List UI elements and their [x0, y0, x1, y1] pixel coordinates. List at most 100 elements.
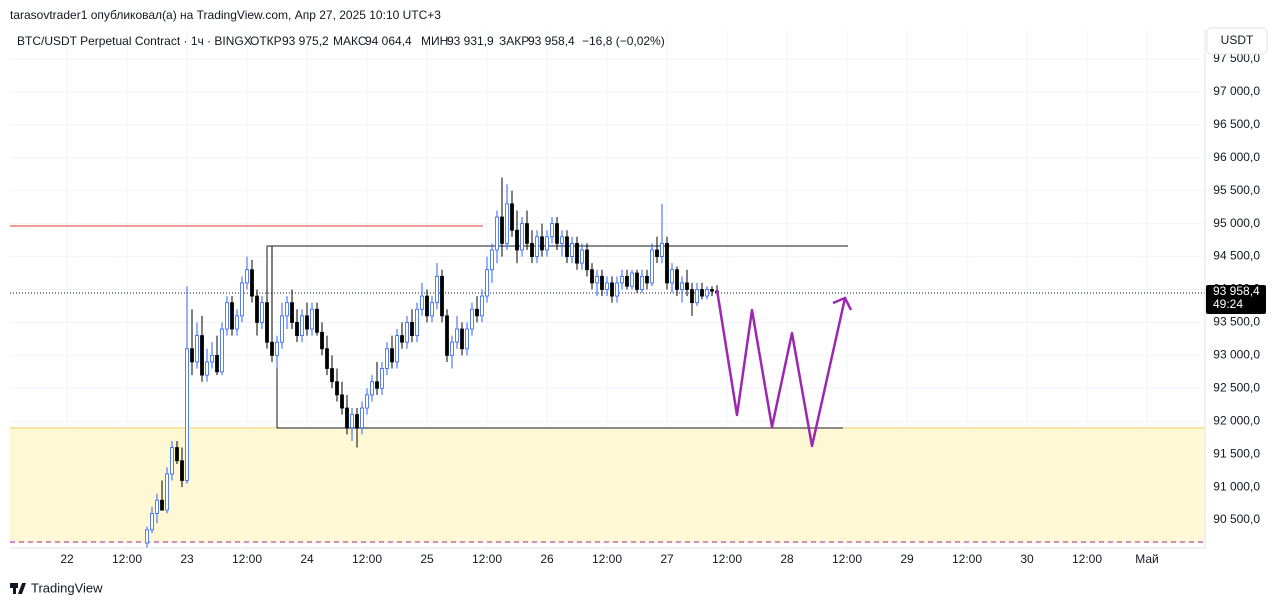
candle-body: [600, 275, 604, 290]
candle-body: [395, 335, 399, 363]
last-price-box: [1206, 285, 1266, 314]
candle-body: [675, 269, 679, 290]
candle-body: [325, 348, 329, 369]
candle-body: [470, 308, 474, 330]
low-value: 93 931,9: [447, 34, 494, 48]
candle-body: [290, 302, 294, 323]
y-tick-label: 92 500,0: [1213, 380, 1260, 394]
candle-body: [260, 302, 264, 323]
change: −16,8 (−0,02%): [582, 34, 665, 48]
y-tick-label: 95 500,0: [1213, 183, 1260, 197]
candle-body: [400, 335, 404, 343]
candle-body: [695, 289, 699, 304]
candle-body: [565, 236, 569, 257]
currency-button[interactable]: [1206, 27, 1268, 55]
candle-body: [310, 308, 314, 330]
countdown: 49:24: [1213, 297, 1243, 311]
candle-body: [240, 282, 244, 317]
candle-body: [435, 275, 439, 304]
candle-body: [630, 272, 634, 287]
candle-body: [710, 289, 714, 292]
candle-body: [370, 381, 374, 396]
candle-body: [515, 229, 519, 251]
candle-body: [495, 216, 499, 251]
candle-body: [375, 381, 379, 389]
candle-body: [440, 275, 444, 317]
candle-body: [315, 308, 319, 333]
open-label: ОТКР: [250, 34, 282, 48]
candle-body: [380, 368, 384, 389]
candle-body: [360, 407, 364, 429]
candle-body: [280, 315, 284, 343]
currency[interactable]: USDT: [1221, 33, 1254, 47]
candle-body: [625, 275, 629, 287]
candle-body: [210, 354, 214, 363]
candle-body: [265, 302, 269, 343]
candle-body: [475, 308, 479, 317]
candle-body: [450, 341, 454, 356]
candle-body: [365, 394, 369, 409]
candle-body: [420, 295, 424, 310]
y-tick-label: 90 500,0: [1213, 512, 1260, 526]
candle-body: [220, 328, 224, 373]
candle-body: [155, 499, 159, 514]
candle-body: [525, 223, 529, 244]
candle-body: [445, 315, 449, 356]
candle-body: [580, 249, 584, 264]
candle-body: [510, 203, 514, 231]
candle-body: [355, 414, 359, 429]
candle-body: [585, 249, 589, 271]
candle-body: [605, 282, 609, 290]
candle-body: [645, 275, 649, 284]
x-tick-label: 24: [300, 552, 314, 566]
candle-body: [665, 242, 669, 284]
y-tick-label: 91 000,0: [1213, 479, 1260, 493]
close-label: ЗАКР: [499, 34, 529, 48]
brand: TradingView: [31, 580, 103, 595]
support-zone: [10, 428, 1205, 543]
candle-body: [505, 203, 509, 244]
candle-body: [225, 302, 229, 330]
open-value: 93 975,2: [282, 34, 329, 48]
x-tick-label: 12:00: [352, 552, 382, 566]
candle-body: [560, 236, 564, 244]
y-tick-label: 93 500,0: [1213, 315, 1260, 329]
x-tick-label: 23: [180, 552, 194, 566]
low-label: МИН: [421, 34, 448, 48]
candle-body: [305, 315, 309, 330]
candle-body: [235, 315, 239, 330]
candle-body: [180, 460, 184, 481]
candle-body: [185, 348, 189, 481]
x-tick-label: 12:00: [832, 552, 862, 566]
candle-body: [425, 295, 429, 317]
y-tick-label: 93 000,0: [1213, 348, 1260, 362]
candle-body: [150, 513, 154, 531]
candles: [145, 177, 719, 548]
y-tick-label: 91 500,0: [1213, 446, 1260, 460]
candle-body: [385, 348, 389, 369]
candle-body: [590, 269, 594, 284]
candle-body: [350, 414, 354, 429]
candle-body: [340, 394, 344, 409]
y-tick-label: 97 500,0: [1213, 51, 1260, 65]
candle-body: [175, 447, 179, 462]
candle-body: [640, 275, 644, 290]
y-tick-label: 97 000,0: [1213, 84, 1260, 98]
candle-body: [415, 308, 419, 336]
candle-body: [535, 236, 539, 257]
high-label: МАКС: [333, 34, 367, 48]
candle-body: [345, 407, 349, 429]
candle-body: [690, 289, 694, 304]
candle-body: [595, 275, 599, 284]
candle-body: [670, 269, 674, 284]
candle-body: [405, 322, 409, 343]
last-price-label: 93 958,4: [1213, 284, 1260, 298]
forecast-zigzag: [715, 289, 847, 448]
candle-body: [170, 447, 174, 475]
candle-body: [540, 236, 544, 251]
candle-body: [655, 249, 659, 257]
x-tick-label: 28: [780, 552, 794, 566]
candle-body: [575, 242, 579, 264]
